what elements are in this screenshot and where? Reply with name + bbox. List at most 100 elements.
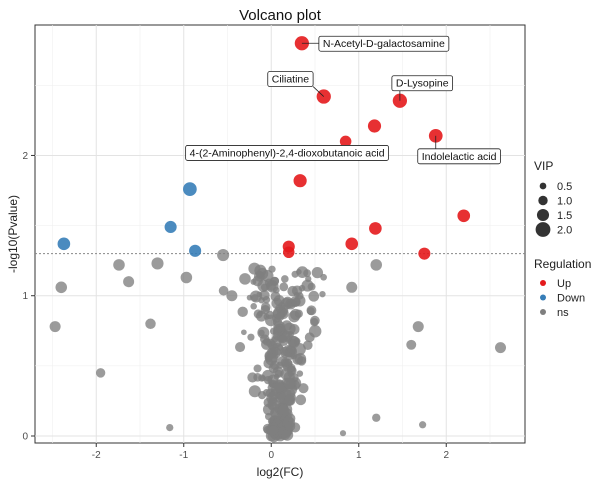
ns-point xyxy=(49,321,61,333)
ns-point xyxy=(247,333,255,341)
ns-point xyxy=(267,374,279,386)
ns-point xyxy=(262,296,271,304)
annotation-box xyxy=(267,71,314,87)
ns-point xyxy=(283,377,295,390)
ns-point xyxy=(235,341,246,353)
vip-legend-label: 2.0 xyxy=(557,225,572,237)
ns-point xyxy=(280,368,293,381)
x-tick-label: -2 xyxy=(92,450,101,461)
vip-legend-key xyxy=(536,208,550,222)
y-tick-label: 1 xyxy=(22,291,28,302)
regulation-legend-key xyxy=(540,280,546,286)
ns-points xyxy=(49,248,507,443)
annotation-label: Indolelactic acid xyxy=(422,151,497,163)
vip-legend-key xyxy=(538,195,548,206)
up-point xyxy=(293,174,307,188)
ns-point xyxy=(303,269,312,278)
y-axis-title: -log10(Pvalue) xyxy=(6,195,20,273)
down-point xyxy=(164,220,177,234)
ns-point xyxy=(218,285,229,296)
ns-point xyxy=(264,412,273,421)
vip-legend-label: 1.5 xyxy=(557,210,572,222)
ns-point xyxy=(291,297,301,307)
ns-point xyxy=(248,385,261,398)
ns-point xyxy=(275,304,283,313)
ns-point xyxy=(311,266,324,279)
ns-point xyxy=(253,364,262,373)
ns-point xyxy=(258,374,266,382)
ns-point xyxy=(239,273,251,285)
regulation-legend-key xyxy=(540,294,546,301)
vip-legend-key xyxy=(539,182,547,190)
ns-point xyxy=(258,297,265,304)
ns-point xyxy=(256,291,263,298)
ns-point xyxy=(290,352,298,360)
annotation-box xyxy=(417,148,501,165)
vip-legend-key xyxy=(535,222,551,237)
x-tick-label: 2 xyxy=(443,450,449,461)
annotation-box xyxy=(185,145,389,161)
axes: -2 -1 0 1 2 0 1 2 xyxy=(22,151,449,461)
ns-point xyxy=(320,273,327,281)
ns-point xyxy=(296,370,304,377)
ns-point xyxy=(304,332,315,343)
ns-point xyxy=(298,383,309,394)
annotation-connector xyxy=(312,86,325,97)
ns-point xyxy=(370,259,383,271)
ns-point xyxy=(241,329,247,336)
ns-point xyxy=(319,290,326,298)
ns-point xyxy=(412,321,424,333)
up-point xyxy=(282,246,295,259)
annotation-label: 4-(2-Aminophenyl)-2,4-dioxobutanoic acid xyxy=(190,147,385,159)
ns-point xyxy=(271,276,280,285)
ns-point xyxy=(123,276,135,288)
grid-lines xyxy=(35,25,525,443)
ns-point xyxy=(287,285,298,297)
ns-point xyxy=(310,318,319,327)
y-tick-label: 0 xyxy=(22,431,28,442)
ns-point xyxy=(274,382,285,393)
regulation-legend-title: Regulation xyxy=(534,257,591,271)
ns-point xyxy=(265,314,277,327)
x-tick-label: -1 xyxy=(179,450,188,461)
ns-point xyxy=(268,425,279,436)
ns-point xyxy=(180,271,193,284)
ns-point xyxy=(494,342,507,354)
ns-point xyxy=(281,428,294,441)
up-point xyxy=(367,119,382,133)
down-point xyxy=(189,244,202,257)
ns-point xyxy=(271,335,279,343)
ns-point xyxy=(55,281,68,294)
ns-point xyxy=(237,306,248,318)
ns-point xyxy=(306,307,315,316)
ns-point xyxy=(95,368,106,378)
vip-legend-title: VIP xyxy=(534,159,553,173)
regulation-legend-label: Up xyxy=(557,278,571,290)
ns-point xyxy=(257,326,270,339)
ns-point xyxy=(280,349,290,359)
ns-point xyxy=(303,340,313,351)
ns-point xyxy=(145,318,156,330)
ns-point xyxy=(253,309,263,319)
annotation-label: N-Acetyl-D-galactosamine xyxy=(323,38,445,50)
ns-point xyxy=(280,357,290,367)
regulation-legend-key xyxy=(540,309,546,315)
ns-point xyxy=(260,305,270,315)
up-point xyxy=(369,222,382,235)
annotation-labels: N-Acetyl-D-galactosamine Ciliatine D-Lysop… xyxy=(185,35,501,165)
ns-point xyxy=(346,281,358,293)
ns-point xyxy=(264,351,274,360)
annotation-label: Ciliatine xyxy=(272,74,310,86)
ns-point xyxy=(284,421,296,432)
ns-point xyxy=(217,248,230,262)
up-point xyxy=(339,135,352,148)
ns-point xyxy=(278,334,287,344)
ns-point xyxy=(419,421,427,429)
significant-points xyxy=(57,36,471,260)
x-tick-label: 1 xyxy=(356,450,362,461)
annotation-box xyxy=(318,35,450,52)
ns-point xyxy=(406,339,417,350)
ns-point xyxy=(267,383,277,392)
ns-point xyxy=(226,290,238,302)
